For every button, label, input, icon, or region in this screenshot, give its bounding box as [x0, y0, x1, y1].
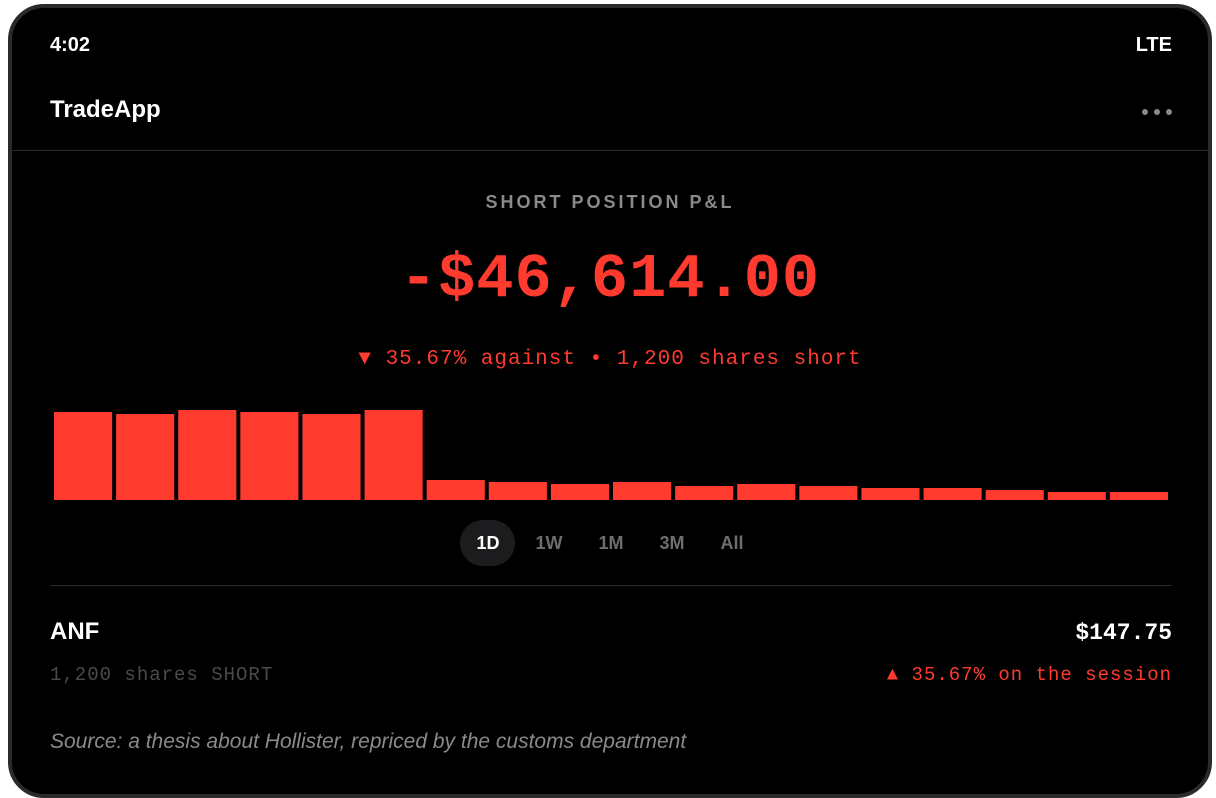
app-header: TradeApp [12, 78, 1208, 151]
more-dot [1154, 109, 1160, 115]
chart-bar [799, 486, 858, 500]
range-tab-1m[interactable]: 1M [598, 533, 624, 553]
chart-bar [923, 488, 982, 500]
pnl-label: SHORT POSITION P&L [485, 192, 735, 212]
ticker-symbol[interactable]: ANF [50, 618, 100, 645]
network-indicator: LTE [1135, 34, 1172, 56]
position-shares: 1,200 shares SHORT [50, 664, 274, 686]
range-tab-1w[interactable]: 1W [535, 533, 563, 553]
current-price: $147.75 [1075, 620, 1172, 646]
app-title: TradeApp [50, 96, 161, 123]
chart-bar [240, 412, 299, 500]
chart-bar [488, 482, 547, 500]
session-change: ▲ 35.67% on the session [886, 664, 1172, 686]
chart-bar [116, 414, 175, 500]
phone-screen: 4:02 LTE TradeApp SHORT POSITION P&L -$4… [8, 4, 1212, 798]
chart-bar [54, 412, 113, 500]
divider [50, 585, 1172, 586]
chart-bar [613, 482, 672, 500]
range-tab-all[interactable]: All [720, 533, 744, 553]
range-tabs: 1D 1W 1M 3M All [12, 520, 1208, 566]
chart-bar [1047, 492, 1106, 500]
pnl-bar-chart [54, 410, 1168, 500]
more-dot [1166, 109, 1172, 115]
pnl-summary: ▼ 35.67% against • 1,200 shares short [358, 348, 862, 371]
source-note: Source: a thesis about Hollister, repric… [50, 730, 687, 753]
chart-bar [861, 488, 920, 500]
chart-bar [426, 480, 485, 500]
chart-bar [675, 486, 734, 500]
chart-bar [985, 490, 1044, 500]
pnl-value: -$46,614.00 [399, 244, 821, 315]
status-time: 4:02 [50, 34, 91, 56]
range-tab-3m[interactable]: 3M [659, 533, 685, 553]
status-bar: 4:02 LTE [12, 8, 1208, 78]
chart-bar [302, 414, 361, 500]
more-horizontal-icon[interactable] [1142, 100, 1172, 124]
more-dot [1142, 109, 1148, 115]
chart-bar [364, 410, 423, 500]
range-tab-1d[interactable]: 1D [460, 520, 516, 566]
chart-bar [737, 484, 796, 500]
chart-bar [178, 410, 237, 500]
chart-bar [1109, 492, 1168, 500]
chart-bar [550, 484, 609, 500]
